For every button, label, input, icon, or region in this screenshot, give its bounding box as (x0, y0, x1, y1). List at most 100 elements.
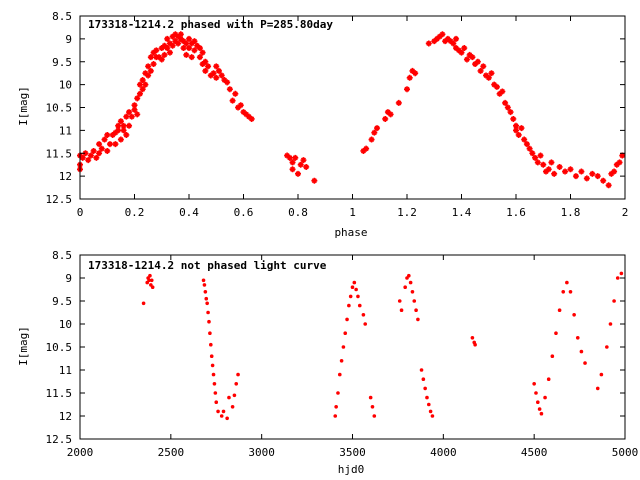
data-point (513, 127, 519, 134)
data-point (419, 368, 424, 372)
data-point (203, 290, 208, 294)
data-point (201, 278, 206, 283)
data-point (134, 111, 141, 118)
y-tick-label: 10 (59, 79, 72, 92)
data-point (409, 67, 416, 74)
data-point (360, 147, 367, 154)
data-point (208, 331, 212, 336)
data-point (350, 285, 355, 290)
data-point (82, 150, 89, 157)
data-point (172, 31, 179, 38)
data-point (480, 63, 487, 70)
data-point (458, 49, 465, 56)
data-point (177, 31, 184, 38)
data-point (196, 45, 203, 52)
data-point (444, 35, 451, 42)
data-point (224, 79, 231, 86)
data-point (521, 136, 528, 143)
data-point (613, 161, 620, 168)
data-point (186, 45, 192, 52)
x-tick-label: 1.8 (561, 206, 581, 219)
data-point (543, 395, 547, 400)
data-point (594, 173, 601, 180)
x-tick-label: 0.8 (288, 206, 308, 219)
data-point (136, 90, 143, 97)
data-point (546, 377, 551, 382)
data-point (387, 111, 394, 118)
data-point (567, 166, 574, 173)
data-point (164, 45, 171, 52)
data-point (447, 38, 454, 45)
data-point (578, 168, 585, 175)
data-point (515, 131, 522, 138)
data-point (139, 86, 146, 93)
data-point (431, 38, 438, 45)
data-point (565, 280, 569, 285)
data-point (234, 382, 239, 386)
data-point (98, 145, 105, 152)
data-point (474, 58, 481, 65)
data-point (158, 56, 165, 63)
data-point (175, 40, 182, 47)
phased-plot: 0 0.2 0.4 0.6 0.8 1 1.2 1.4 1.6 1.8 2 8.5 9 9.5 10 10.… (17, 10, 628, 239)
x-tick-label: 0 (77, 206, 84, 219)
x-tick-label: 1.2 (397, 206, 417, 219)
data-point (412, 70, 419, 77)
x-tick-label: 5000 (612, 446, 639, 459)
data-point (442, 38, 449, 45)
data-point (542, 168, 549, 175)
data-point (347, 303, 351, 308)
data-point (161, 51, 168, 58)
data-point (421, 377, 426, 382)
raw-plot-frame (79, 254, 626, 440)
data-point (433, 35, 440, 42)
data-point (612, 299, 616, 303)
data-point (183, 51, 190, 58)
data-point (371, 129, 378, 136)
y-tick-label: 12 (59, 170, 72, 183)
data-point (575, 336, 580, 340)
data-point (297, 161, 304, 168)
data-point (534, 391, 538, 395)
data-point (101, 136, 108, 143)
data-point (477, 67, 484, 74)
x-tick-label: 0.2 (125, 206, 145, 219)
data-point (536, 400, 540, 405)
data-point (384, 109, 391, 116)
data-point (395, 99, 402, 106)
data-point (131, 106, 138, 113)
data-point (463, 56, 470, 63)
data-point (356, 294, 360, 299)
data-point (605, 182, 612, 189)
data-point (147, 54, 154, 61)
phased-plot-frame (79, 15, 626, 200)
data-point (79, 154, 86, 161)
data-point (232, 90, 239, 97)
x-tick-label: 2000 (67, 446, 94, 459)
data-point (161, 42, 168, 49)
data-point (406, 74, 413, 81)
data-point (240, 109, 247, 116)
data-point (368, 136, 375, 143)
data-point (142, 70, 149, 77)
raw-plot-points (141, 271, 624, 421)
data-point (414, 308, 418, 313)
data-point (513, 122, 519, 129)
data-point (619, 271, 624, 276)
phased-plot-points (77, 31, 626, 189)
data-point (428, 409, 433, 414)
data-point (120, 127, 127, 134)
data-point (370, 405, 375, 409)
data-point (205, 301, 209, 306)
data-point (216, 409, 220, 414)
data-point (361, 313, 366, 317)
data-point (554, 331, 558, 336)
data-point (147, 67, 154, 74)
phased-plot-title: 173318-1214.2 phased with P=285.80day (88, 18, 333, 31)
data-point (236, 372, 240, 377)
data-point (199, 49, 206, 56)
data-point (142, 81, 149, 88)
y-tick-label: 10 (59, 318, 72, 331)
raw-plot-x-label: hjd0 (338, 463, 365, 476)
data-point (286, 154, 293, 161)
